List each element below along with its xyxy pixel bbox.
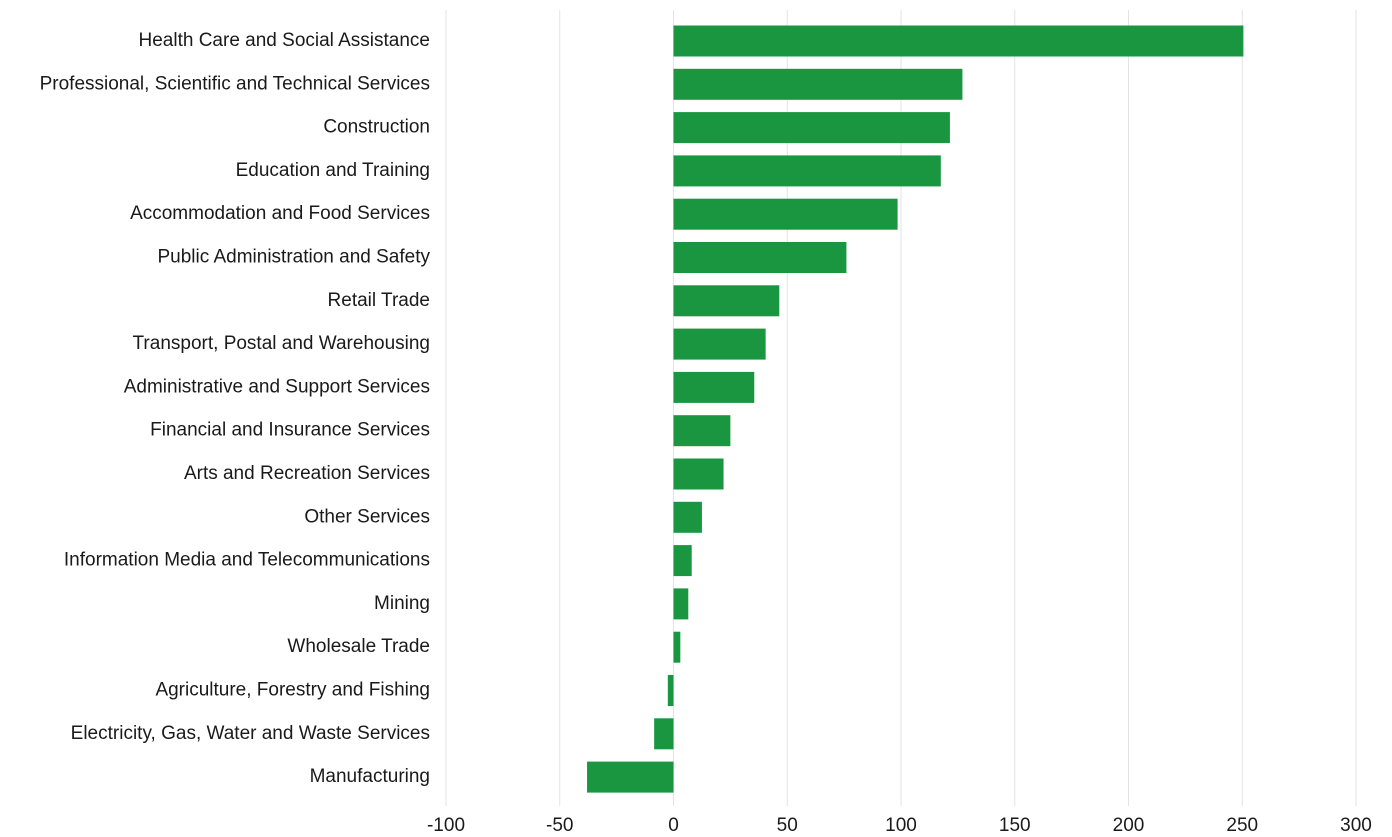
category-label: Public Administration and Safety	[158, 247, 431, 268]
bar	[673, 588, 689, 620]
category-label: Administrative and Support Services	[124, 376, 430, 397]
bar	[673, 198, 898, 230]
category-label: Retail Trade	[328, 290, 430, 311]
category-label: Information Media and Telecommunications	[64, 550, 430, 571]
bar	[673, 415, 731, 447]
category-label: Manufacturing	[310, 766, 430, 787]
x-tick-label: 250	[1226, 815, 1258, 836]
category-label: Mining	[374, 593, 430, 614]
x-tick-label: 0	[668, 815, 679, 836]
category-label: Agriculture, Forestry and Fishing	[155, 680, 430, 701]
bar	[673, 25, 1244, 57]
category-label: Health Care and Social Assistance	[139, 30, 431, 51]
bar	[673, 371, 755, 403]
bar	[673, 545, 692, 577]
bar	[587, 761, 674, 793]
bar	[673, 328, 766, 360]
bar	[673, 112, 950, 144]
x-tick-label: -100	[427, 815, 465, 836]
x-axis-tick-labels: -100 -50 0 50 100 150 200 250 300	[427, 815, 1372, 836]
x-tick-label: 50	[777, 815, 798, 836]
category-label: Arts and Recreation Services	[184, 463, 430, 484]
bar	[673, 631, 681, 663]
category-label: Construction	[323, 117, 430, 138]
bar	[654, 718, 674, 750]
category-label: Transport, Postal and Warehousing	[133, 333, 430, 354]
x-tick-label: 200	[1113, 815, 1145, 836]
bar	[673, 285, 780, 317]
category-label: Wholesale Trade	[287, 636, 430, 657]
category-label: Electricity, Gas, Water and Waste Servic…	[71, 723, 430, 744]
category-label: Other Services	[304, 506, 430, 527]
bar	[673, 242, 847, 273]
category-labels: Health Care and Social Assistance Profess…	[40, 30, 431, 787]
category-label: Professional, Scientific and Technical S…	[40, 73, 430, 94]
x-tick-label: -50	[546, 815, 573, 836]
category-label: Financial and Insurance Services	[150, 420, 430, 441]
bar	[673, 155, 941, 187]
category-label: Accommodation and Food Services	[130, 203, 430, 224]
bar	[667, 675, 674, 706]
bar	[673, 68, 963, 100]
bars	[587, 25, 1244, 793]
x-tick-label: 100	[885, 815, 917, 836]
bar	[673, 501, 702, 533]
x-tick-label: 150	[999, 815, 1031, 836]
category-label: Education and Training	[236, 160, 430, 181]
x-tick-label: 300	[1340, 815, 1372, 836]
bar	[673, 458, 724, 490]
